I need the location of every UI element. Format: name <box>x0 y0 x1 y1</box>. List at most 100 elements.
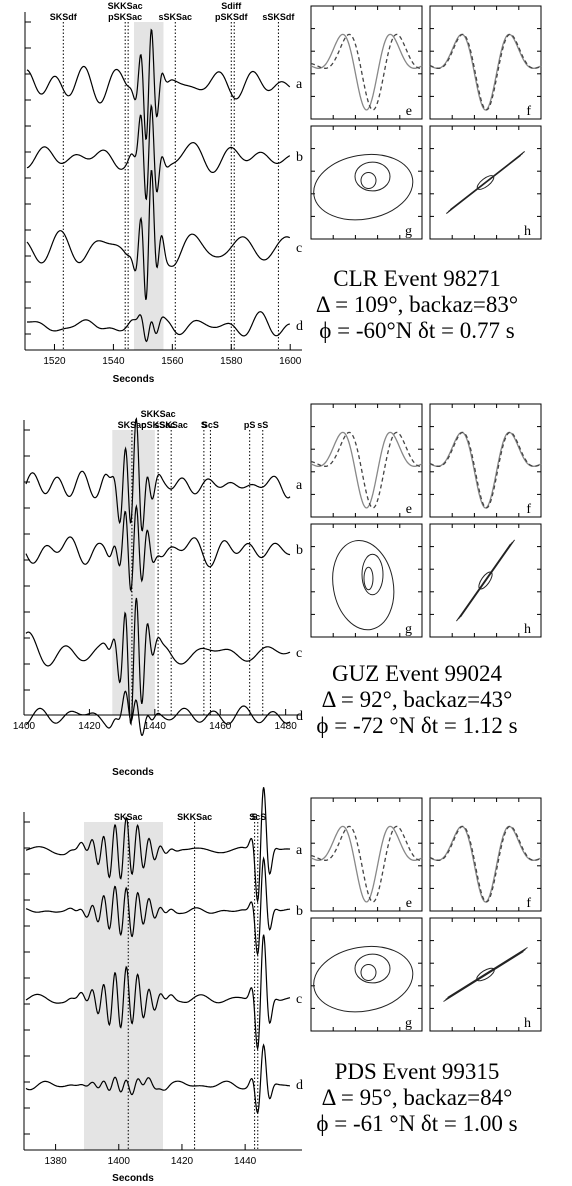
trace-label: a <box>296 77 303 92</box>
particle-motion-line <box>450 151 525 210</box>
inset-label: f <box>526 104 531 119</box>
inset-waveform <box>310 33 423 111</box>
particle-motion-loop <box>313 153 414 221</box>
inset-label: h <box>524 224 531 239</box>
phase-label: SKSdf <box>50 12 78 22</box>
particle-motion-loop <box>363 566 374 591</box>
panel-2-caption: GUZ Event 99024 Δ = 92°, backaz=43° ϕ = … <box>262 661 572 739</box>
inset-label: h <box>524 622 531 637</box>
inset-waveform <box>310 431 423 509</box>
trace-label: d <box>296 709 303 724</box>
x-tick-label: 1400 <box>13 721 36 732</box>
seismogram-trace <box>26 28 291 141</box>
phase-label: sSKSac <box>159 12 193 22</box>
phase-label: SKKSac <box>141 409 176 419</box>
seismogram-trace <box>25 597 291 726</box>
panel-3 <box>23 787 542 1151</box>
inset-h <box>429 917 542 1032</box>
phase-label: pS <box>244 420 256 430</box>
inset-frame <box>310 797 423 912</box>
seismogram-trace <box>25 417 291 532</box>
inset-waveform <box>310 825 423 903</box>
phase-label: pSKSac <box>108 12 142 22</box>
phase-label: S <box>201 420 207 430</box>
trace-label: b <box>296 904 303 919</box>
phase-label: SKKSac <box>108 1 143 11</box>
inset-g <box>310 125 423 240</box>
x-tick-label: 1440 <box>144 721 167 732</box>
trace-label: b <box>296 543 303 558</box>
panel-1 <box>24 5 542 351</box>
seismogram-trace <box>25 787 291 904</box>
particle-motion-loop <box>354 161 391 192</box>
particle-motion-loop <box>354 953 391 984</box>
seismogram-trace <box>26 103 291 201</box>
x-tick-label: 1460 <box>209 721 232 732</box>
inset-waveform <box>310 431 423 509</box>
trace-label: a <box>296 478 303 493</box>
inset-g <box>310 523 423 638</box>
x-tick-label: 1600 <box>279 356 302 367</box>
panel-2 <box>23 403 542 736</box>
particle-motion-loop <box>360 964 377 981</box>
phase-label: Sdiff <box>221 1 242 11</box>
inset-frame <box>429 797 542 912</box>
panel-2-splitting: ϕ = -72 °N δt = 1.12 s <box>316 713 518 738</box>
inset-waveform <box>429 431 542 509</box>
panel-1-geometry: Δ = 109°, backaz=83° <box>315 292 519 317</box>
trace-label: d <box>296 1078 303 1093</box>
particle-motion-loop <box>478 571 493 590</box>
particle-motion-line <box>443 951 524 1002</box>
inset-waveform <box>429 431 542 509</box>
panel-3-caption: PDS Event 99315 Δ = 95°, backaz=84° ϕ = … <box>262 1059 572 1137</box>
x-tick-label: 1480 <box>275 721 298 732</box>
inset-frame <box>310 125 423 240</box>
inset-frame <box>429 5 542 120</box>
x-tick-label: 1560 <box>161 356 184 367</box>
panel-2-geometry: Δ = 92°, backaz=43° <box>321 687 513 712</box>
inset-h <box>429 523 542 638</box>
inset-f <box>429 797 542 912</box>
inset-waveform <box>429 33 542 111</box>
particle-motion-loop <box>476 175 495 190</box>
inset-e <box>310 403 423 518</box>
trace-label: c <box>296 241 302 256</box>
x-tick-label: 1400 <box>108 1156 131 1167</box>
inset-h <box>429 125 542 240</box>
inset-waveform <box>429 825 542 903</box>
x-axis-label: Seconds <box>112 1173 154 1184</box>
inset-label: g <box>405 622 412 637</box>
inset-label: e <box>406 502 412 517</box>
particle-motion-loop <box>361 553 384 596</box>
x-axis-label: Seconds <box>113 374 155 385</box>
inset-waveform <box>429 33 542 111</box>
trace-label: a <box>296 843 303 858</box>
seismogram-trace <box>25 504 291 593</box>
inset-g <box>310 917 423 1032</box>
particle-motion-line <box>447 947 528 998</box>
phase-label: S <box>252 812 258 822</box>
inset-frame <box>310 523 423 638</box>
inset-frame <box>429 403 542 518</box>
inset-label: g <box>405 224 412 239</box>
inset-f <box>429 403 542 518</box>
seismogram-trace <box>25 1043 290 1115</box>
panel-3-geometry: Δ = 95°, backaz=84° <box>321 1085 513 1110</box>
phase-label: ScS <box>249 812 266 822</box>
x-tick-label: 1580 <box>220 356 243 367</box>
trace-label: b <box>296 150 303 165</box>
x-tick-label: 1380 <box>44 1156 67 1167</box>
phase-label: sSKSdf <box>262 12 295 22</box>
inset-e <box>310 5 423 120</box>
phase-label: pSKSdf <box>215 12 249 22</box>
trace-label: d <box>296 319 303 334</box>
inset-waveform <box>429 825 542 903</box>
inset-frame <box>310 5 423 120</box>
phase-label: ScS <box>202 420 219 430</box>
panel-3-splitting: ϕ = -61 °N δt = 1.00 s <box>316 1111 518 1136</box>
phase-label: SKSac <box>114 812 143 822</box>
x-tick-label: 1540 <box>102 356 125 367</box>
seismogram-trace <box>25 690 291 736</box>
inset-waveform <box>310 33 423 111</box>
particle-motion-loop <box>332 540 395 631</box>
